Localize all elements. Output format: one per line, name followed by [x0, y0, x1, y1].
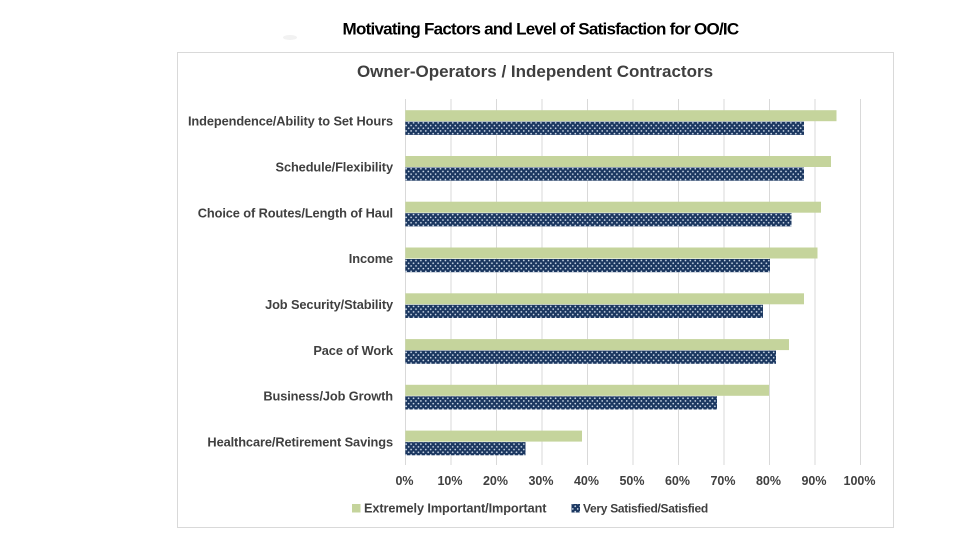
svg-text:Business/Job Growth: Business/Job Growth: [263, 389, 393, 404]
svg-text:100%: 100%: [844, 474, 876, 488]
svg-text:0%: 0%: [395, 474, 413, 488]
svg-text:50%: 50%: [619, 474, 644, 488]
svg-text:80%: 80%: [756, 474, 781, 488]
svg-text:40%: 40%: [574, 474, 599, 488]
svg-text:Pace of Work: Pace of Work: [313, 343, 394, 358]
svg-text:90%: 90%: [801, 474, 826, 488]
svg-text:Very Satisfied/Satisfied: Very Satisfied/Satisfied: [583, 501, 708, 515]
svg-text:70%: 70%: [710, 474, 735, 488]
svg-text:Independence/Ability to Set Ho: Independence/Ability to Set Hours: [188, 114, 393, 129]
svg-text:60%: 60%: [665, 474, 690, 488]
svg-text:20%: 20%: [483, 474, 508, 488]
svg-text:Job Security/Stability: Job Security/Stability: [265, 297, 394, 312]
svg-text:Choice of Routes/Length of Hau: Choice of Routes/Length of Haul: [198, 205, 393, 220]
svg-text:Income: Income: [349, 251, 393, 266]
svg-text:30%: 30%: [528, 474, 553, 488]
svg-text:Extremely Important/Important: Extremely Important/Important: [364, 501, 547, 515]
svg-text:Schedule/Flexibility: Schedule/Flexibility: [276, 159, 394, 174]
svg-text:10%: 10%: [437, 474, 462, 488]
svg-text:Owner-Operators / Independent: Owner-Operators / Independent Contractor…: [357, 62, 713, 81]
svg-text:Healthcare/Retirement Savings: Healthcare/Retirement Savings: [207, 435, 393, 450]
svg-text:Motivating Factors and Level o: Motivating Factors and Level of Satisfac…: [343, 20, 739, 39]
